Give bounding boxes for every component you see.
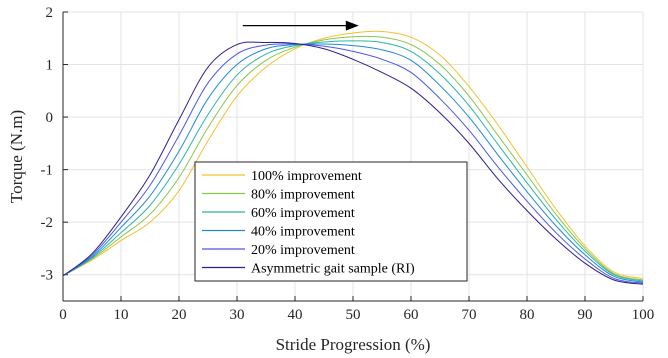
- x-tick-label: 60: [404, 307, 419, 323]
- series-line-2: [62, 35, 644, 281]
- series-line-1: [62, 30, 644, 279]
- x-tick-label: 100: [632, 307, 655, 323]
- y-tick-label: -2: [41, 215, 54, 231]
- y-tick-label: 0: [46, 110, 54, 126]
- series-line-6: [62, 41, 644, 285]
- x-tick-label: 70: [462, 307, 477, 323]
- legend-label-6: Asymmetric gait sample (RI): [251, 262, 415, 277]
- legend-label-3: 60% improvement: [251, 206, 355, 221]
- series-line-5: [62, 43, 644, 284]
- axes: [62, 11, 644, 302]
- y-tick-label: 2: [46, 5, 54, 21]
- legend: 100% improvement 80% improvement 60% impro…: [194, 161, 468, 282]
- x-tick-label: 80: [520, 307, 535, 323]
- x-tick-label: 0: [59, 307, 67, 323]
- x-tick-label: 90: [578, 307, 593, 323]
- x-tick-label: 30: [230, 307, 245, 323]
- series-line-4: [62, 43, 644, 283]
- legend-label-4: 40% improvement: [251, 225, 355, 240]
- x-axis-title: Stride Progression (%): [276, 335, 431, 354]
- y-tick-label: -1: [41, 163, 54, 179]
- x-tick-label: 40: [288, 307, 303, 323]
- y-tick-label: 1: [46, 58, 54, 74]
- series-line-3: [62, 40, 644, 282]
- legend-box: [194, 161, 468, 282]
- legend-label-5: 20% improvement: [251, 243, 355, 258]
- x-tick-label: 10: [114, 307, 129, 323]
- arrow-head: [345, 20, 359, 31]
- legend-label-1: 100% improvement: [251, 169, 362, 184]
- y-axis-title: Torque (N.m): [7, 110, 26, 203]
- tick-labels: 0 10 20 30 40 50 60 70 80 90 100 -3 -2 -1 0 1 2: [41, 5, 655, 323]
- legend-label-2: 80% improvement: [251, 188, 355, 203]
- series-lines: [62, 30, 644, 285]
- x-tick-label: 20: [172, 307, 187, 323]
- x-tick-label: 50: [346, 307, 361, 323]
- shift-arrow: [242, 20, 359, 31]
- y-tick-label: -3: [41, 268, 54, 284]
